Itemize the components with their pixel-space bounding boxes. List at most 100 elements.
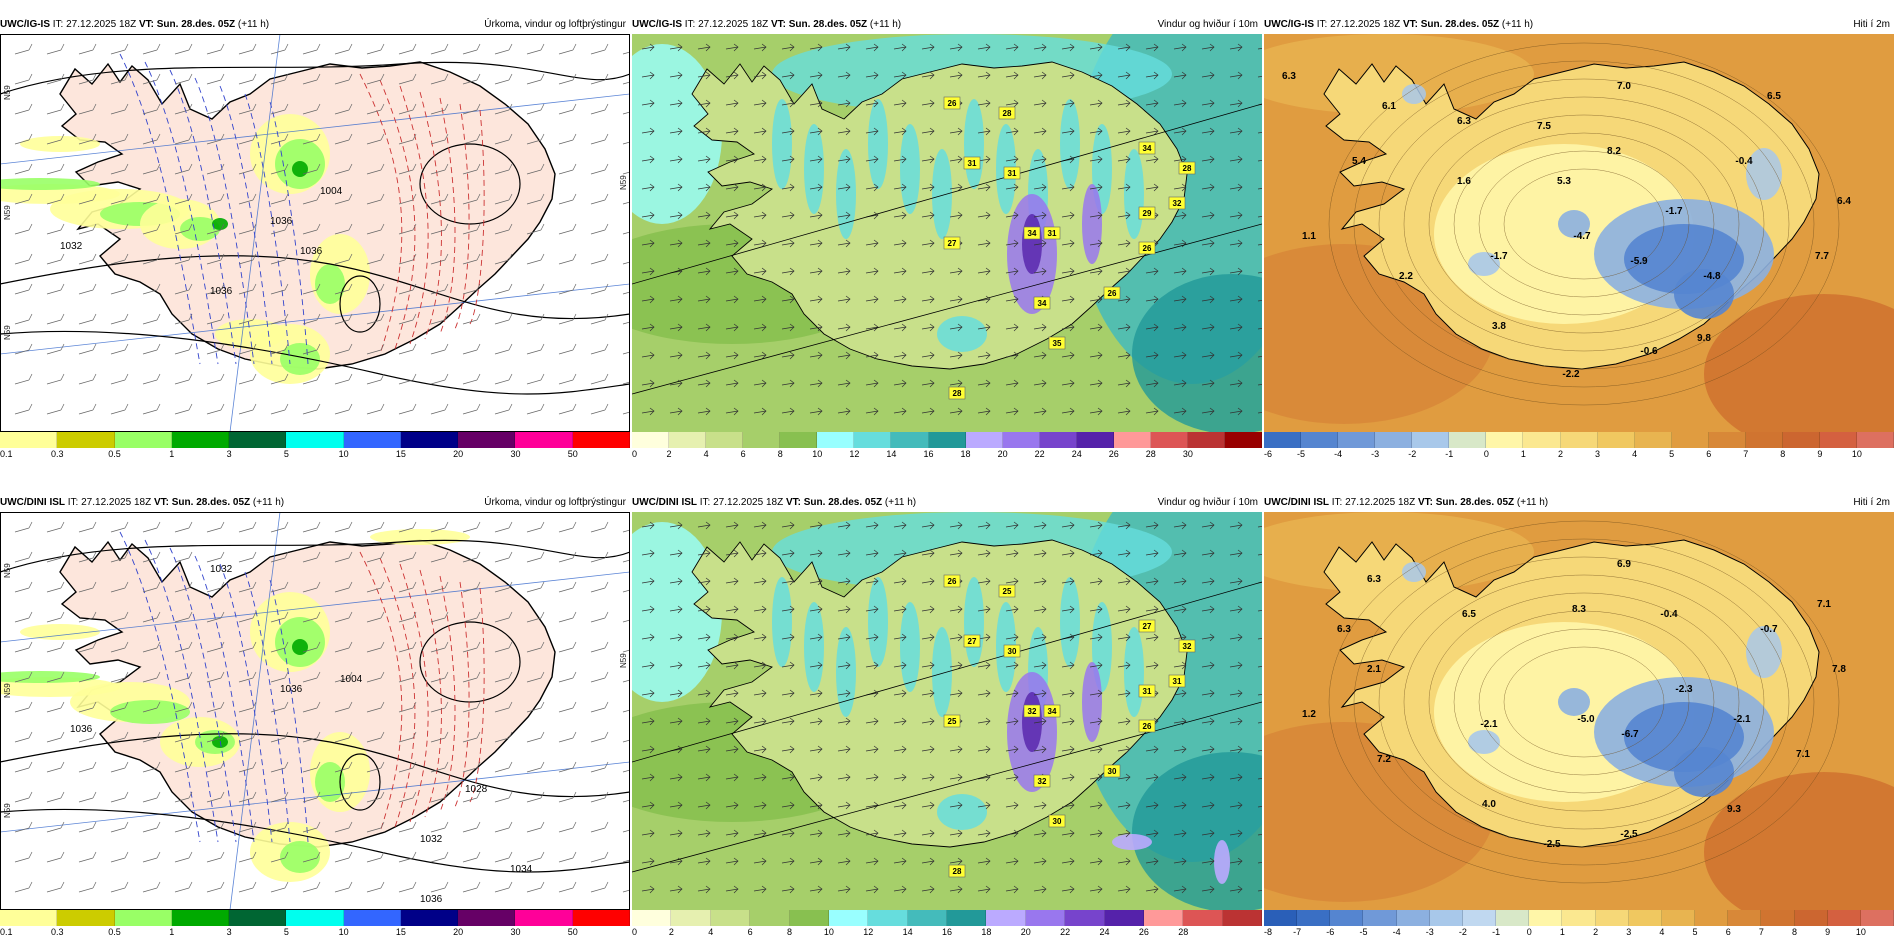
it-value: 27.12.2025 18Z — [1330, 19, 1401, 30]
legend-tick-label: 2 — [666, 449, 672, 459]
legend-swatch — [1628, 910, 1662, 926]
legend-tick-label: 30 — [1182, 449, 1193, 459]
temp-map-svg: 6.3 6.1 6.3 7.5 7.0 6.5 8.2 -0.4 5.4 1.6 5.3 -1.7 6.… — [1264, 34, 1894, 432]
temp-label: -5.0 — [1577, 714, 1595, 725]
gust-label: 26 — [1143, 722, 1152, 731]
legend-swatch — [1412, 432, 1450, 448]
gust-box — [1138, 719, 1156, 733]
isobar-label: 1032 — [60, 241, 83, 252]
gust-box — [1003, 166, 1021, 180]
legend-swatch — [854, 432, 892, 448]
gust-label: 32 — [1038, 777, 1047, 786]
gust-box — [1003, 644, 1021, 658]
legend-swatch — [789, 910, 829, 926]
temp-label: 6.4 — [1837, 196, 1851, 207]
gust-label: 27 — [948, 239, 957, 248]
legend-swatch — [1002, 432, 1040, 448]
temp-label: 6.3 — [1457, 116, 1471, 127]
vt-value: Sun. 28.des. 05Z — [788, 19, 868, 30]
temp-label: 1.2 — [1302, 709, 1316, 720]
gust-box — [943, 236, 961, 250]
precip-map-svg: 1036 1032 1036 1036 1004 N59 N59 N59 N59 — [0, 34, 630, 432]
legend-tick-label: 20 — [453, 449, 464, 459]
legend-swatch — [0, 432, 58, 448]
legend-tick-label: 22 — [1034, 449, 1045, 459]
legend-swatch — [171, 910, 230, 926]
wind-barbs — [14, 43, 630, 415]
legend-swatch — [458, 432, 516, 448]
panel-title: Úrkoma, vindur og loftþrýstingur — [484, 497, 626, 508]
temp-label: 9.8 — [1697, 333, 1711, 344]
legend-swatch — [1819, 432, 1857, 448]
gust-label: 30 — [1008, 647, 1017, 656]
legend-swatch — [1449, 432, 1487, 448]
lead-time: (+11 h) — [884, 497, 917, 508]
legend-swatch — [1560, 432, 1598, 448]
temp-label: 7.2 — [1377, 754, 1391, 765]
gust-label: 27 — [968, 637, 977, 646]
legend-tick-label: 30 — [510, 927, 521, 937]
legend-tick-label: -6 — [1264, 449, 1273, 459]
legend-tick-label: 2 — [1557, 449, 1563, 459]
legend-swatch — [1150, 432, 1188, 448]
legend-swatch — [780, 432, 818, 448]
it-value: 27.12.2025 18Z — [66, 19, 137, 30]
isobar-label: 1028 — [465, 784, 488, 795]
legend-tick-label: 3 — [226, 449, 232, 459]
vt-value: Sun. 28.des. 05Z — [803, 497, 883, 508]
gust-box — [1103, 764, 1121, 778]
legend-swatch — [515, 910, 573, 926]
legend-swatch — [1782, 432, 1820, 448]
temp-contours — [1328, 42, 1840, 406]
legend-tick-label: 0.1 — [0, 449, 13, 459]
gust-box — [1043, 704, 1061, 718]
temp-label: 6.3 — [1367, 574, 1381, 585]
legend-swatch — [1562, 910, 1596, 926]
precip-areas — [0, 114, 370, 384]
legend-swatch — [1104, 910, 1144, 926]
temp-label: -2.1 — [1480, 719, 1498, 730]
temp-label: -2.1 — [1733, 714, 1751, 725]
panel-title: Vindur og hviður í 10m — [1157, 19, 1258, 30]
legend-tick-label: 20 — [453, 927, 464, 937]
legend-swatch — [0, 910, 58, 926]
legend-swatch — [965, 432, 1003, 448]
vt-label: VT: — [785, 497, 801, 508]
temp-label: 6.3 — [1337, 624, 1351, 635]
map-area: 1032 1036 1036 1004 1028 1032 1034 1036 N59 N59 N5… — [0, 512, 630, 910]
legend-tick-label: 10 — [338, 449, 349, 459]
legend-tick-label: 50 — [567, 927, 578, 937]
panel-header: UWC/DINI ISL IT: 27.12.2025 18Z VT: Sun.… — [0, 496, 630, 510]
it-label: IT: — [1316, 19, 1328, 30]
vt-label: VT: — [1417, 497, 1433, 508]
legend-tick-label: -3 — [1371, 449, 1380, 459]
legend-tick-label: 8 — [1792, 927, 1798, 937]
temp-label: -6.7 — [1621, 729, 1639, 740]
gust-box — [1178, 639, 1196, 653]
legend-tick-label: 0.3 — [51, 927, 64, 937]
wind-arrows — [641, 43, 1262, 416]
legend-swatch — [57, 910, 115, 926]
legend-swatch — [1794, 910, 1828, 926]
legend-swatch — [1860, 910, 1894, 926]
legend-tick-label: -4 — [1392, 927, 1401, 937]
temp-label: 6.3 — [1282, 71, 1296, 82]
legend-swatch — [458, 910, 516, 926]
legend-tick-label: 28 — [1178, 927, 1189, 937]
legend-tick-label: 9 — [1817, 449, 1823, 459]
latitude-label: N59 — [3, 325, 12, 340]
legend-swatch — [286, 910, 344, 926]
legend-tick-label: 12 — [849, 449, 860, 459]
legend-tick-label: 1 — [1520, 449, 1526, 459]
latitude-label: N59 — [3, 683, 12, 698]
gust-label: 32 — [1028, 707, 1037, 716]
legend-tick-label: -5 — [1297, 449, 1306, 459]
legend-swatch — [632, 432, 670, 448]
legend-swatch — [400, 432, 459, 448]
legend-swatch — [928, 432, 966, 448]
isobars — [0, 61, 630, 395]
legend-tick-label: 10 — [1851, 449, 1862, 459]
temp-label: 6.9 — [1617, 559, 1631, 570]
gust-box — [1103, 286, 1121, 300]
legend-swatch — [114, 432, 172, 448]
